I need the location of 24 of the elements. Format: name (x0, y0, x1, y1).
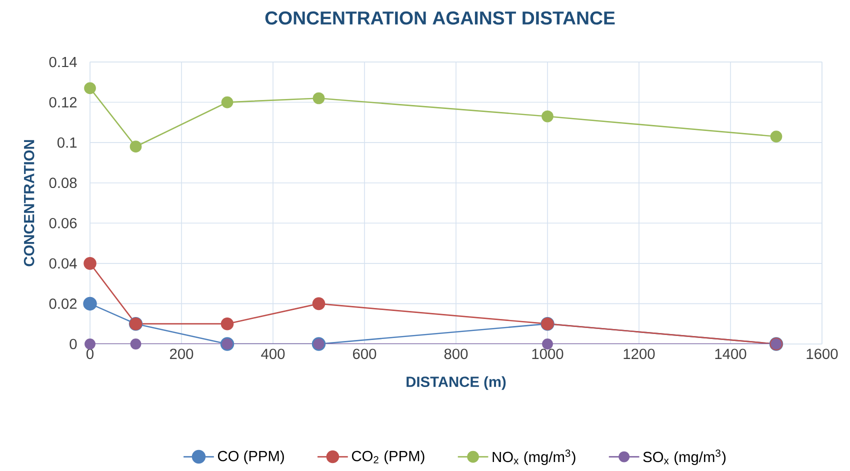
y-tick-label: 0.1 (57, 137, 77, 148)
y-tick-label: 0.04 (49, 258, 77, 269)
x-axis-title: DISTANCE (m) (406, 376, 506, 390)
x-tick-label: 800 (444, 348, 468, 360)
x-tick-label: 1000 (532, 348, 564, 360)
x-tick-label: 1200 (624, 348, 655, 360)
x-tick-label: 200 (170, 348, 194, 360)
legend-label: CO$_{2}$ (PPM) (352, 450, 424, 464)
x-tick-label: 1400 (715, 348, 746, 360)
y-tick-label: 0.06 (49, 218, 77, 228)
y-tick-label: 0.08 (49, 178, 77, 188)
legend-label: SO$_{x}$ (mg/m$^{3}$) (643, 450, 726, 466)
x-tick-label: 0 (86, 348, 94, 360)
y-tick-label: 0 (70, 338, 77, 350)
y-tick-label: 0.02 (49, 298, 77, 309)
x-tick-label: 1600 (806, 348, 838, 360)
x-tick-label: 400 (261, 348, 285, 360)
chart-title: CONCENTRATION AGAINST DISTANCE (265, 11, 615, 25)
y-axis-title: CONCENTRATION (24, 140, 34, 266)
y-tick-label: 0.14 (49, 56, 77, 68)
x-tick-label: 600 (353, 348, 376, 360)
legend-label: NO$_{x}$ (mg/m$^{3}$) (492, 450, 576, 466)
legend-label: CO (PPM) (218, 450, 284, 464)
y-tick-label: 0.12 (49, 97, 77, 108)
